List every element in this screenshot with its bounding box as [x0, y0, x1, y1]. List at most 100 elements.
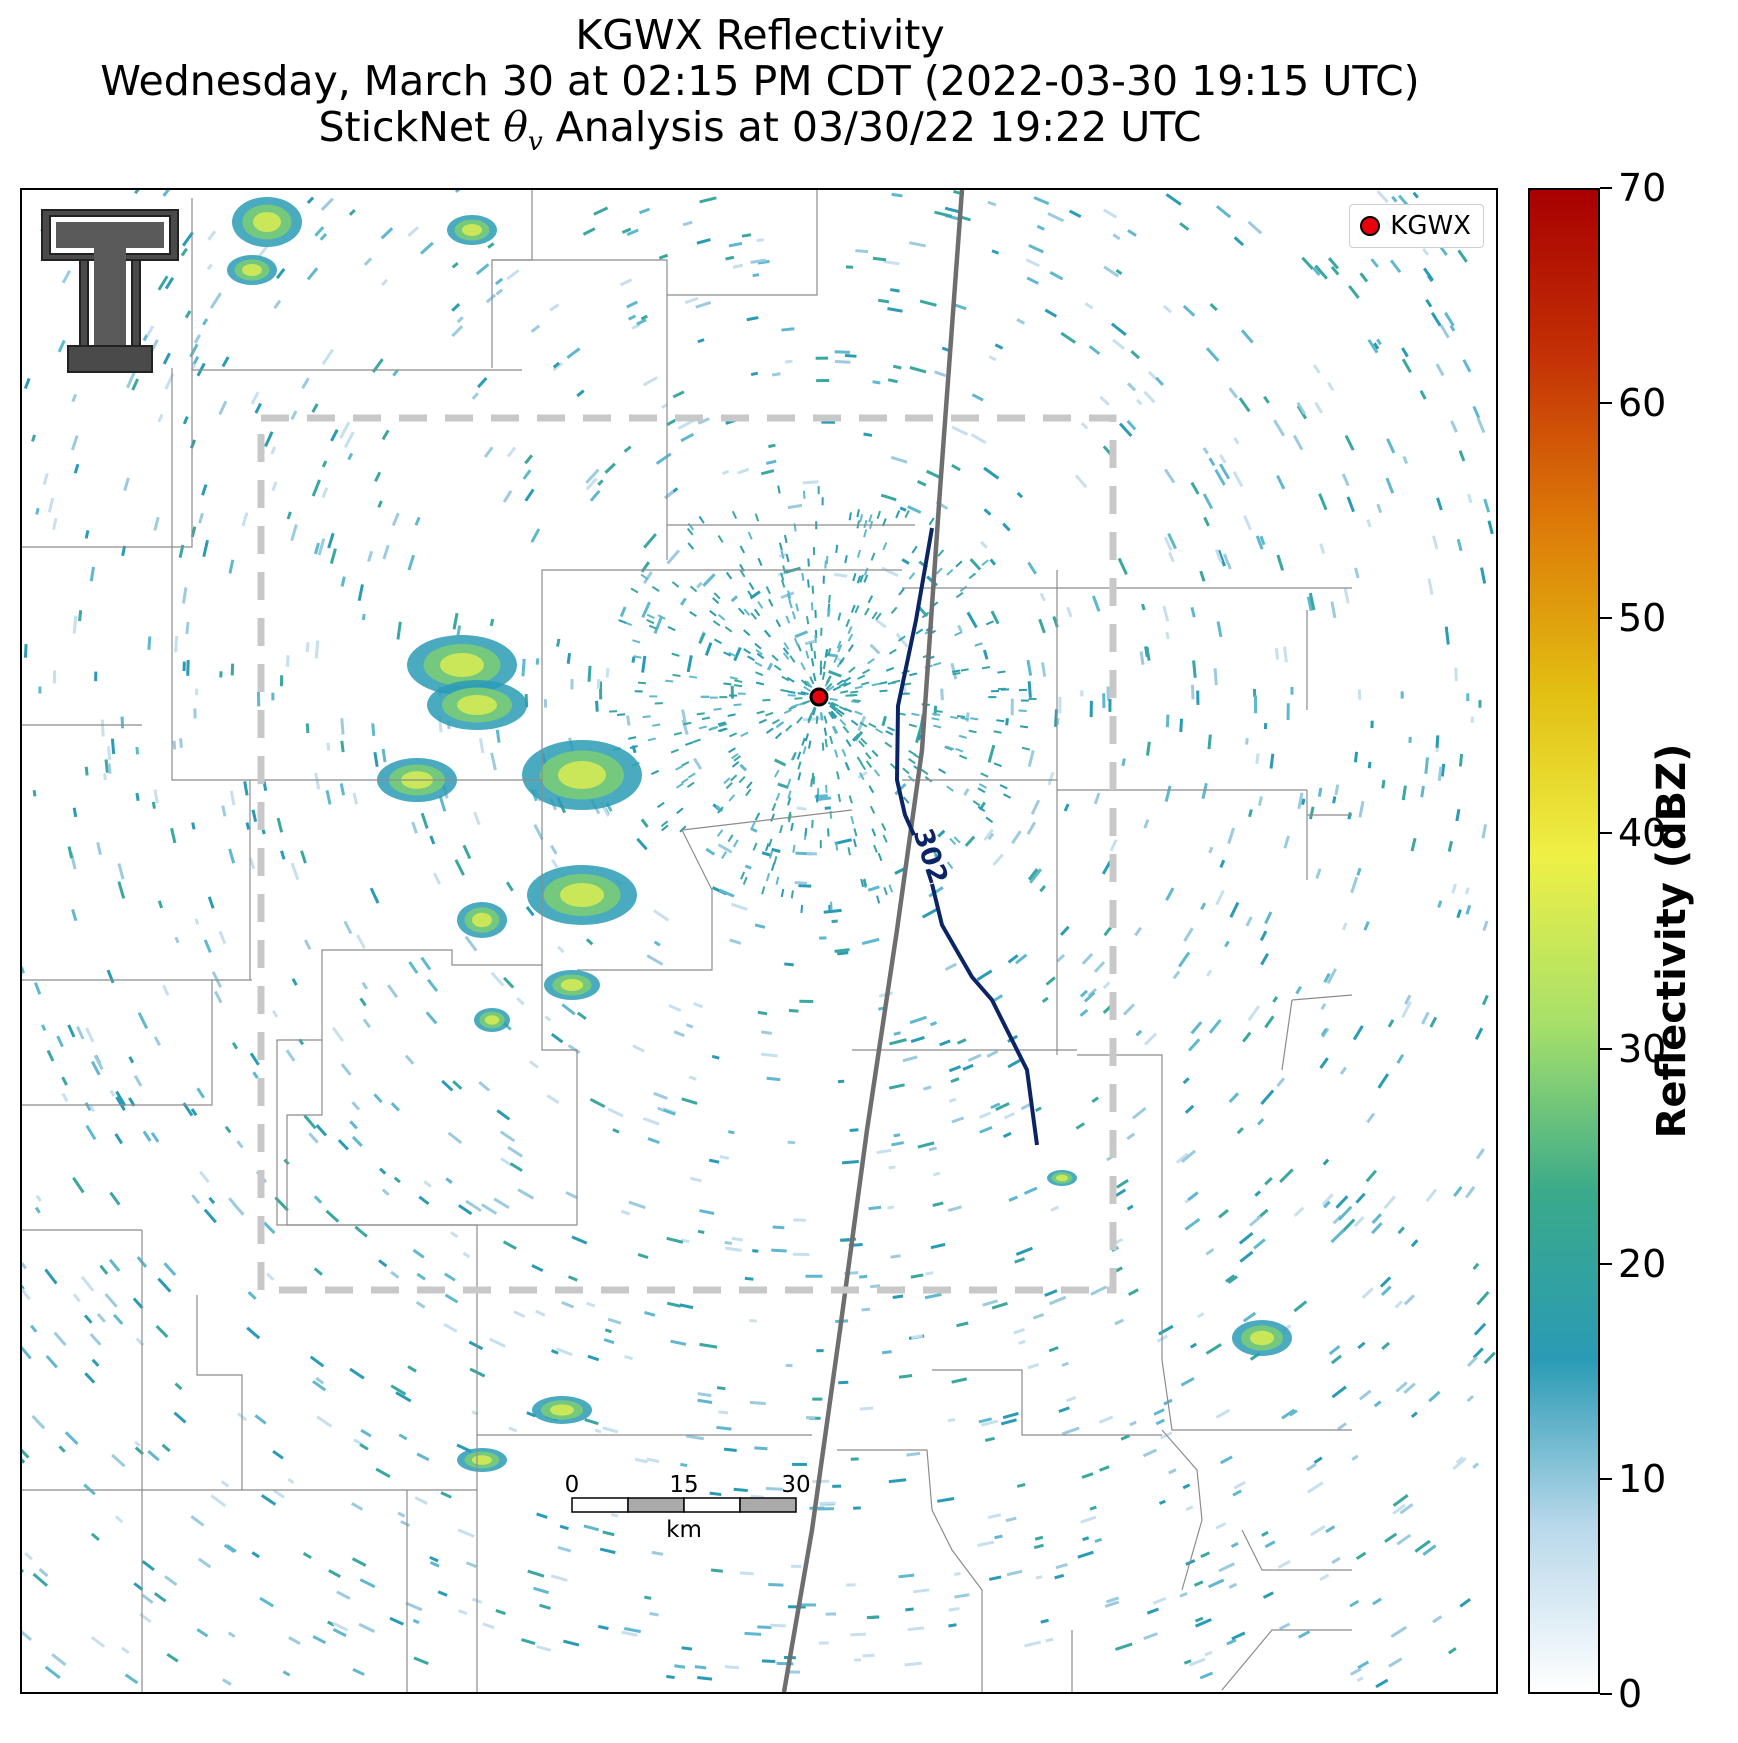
echo-speckle — [1236, 1127, 1244, 1135]
radar-map[interactable]: 302 0 15 30 km KGWX — [20, 188, 1498, 1694]
ground-clutter — [740, 871, 746, 880]
echo-speckle — [52, 670, 57, 684]
ground-clutter — [838, 681, 847, 688]
echo-speckle — [750, 258, 767, 264]
echo-speckle — [1224, 940, 1230, 948]
scale-tick-15: 15 — [669, 1472, 698, 1498]
echo-speckle — [1432, 1615, 1443, 1624]
echo-speckle — [1260, 952, 1270, 966]
echo-speckle — [1330, 1228, 1346, 1244]
ground-clutter — [727, 834, 734, 843]
echo-speckle — [1392, 1503, 1406, 1515]
echo-speckle — [1218, 1562, 1235, 1573]
echo-speckle — [374, 471, 382, 482]
echo-speckle — [1117, 557, 1128, 575]
ground-clutter — [871, 682, 880, 687]
echo-speckle — [1482, 920, 1489, 932]
ground-clutter — [689, 585, 698, 593]
echo-speckle — [559, 1524, 569, 1531]
echo-speckle — [1094, 1537, 1103, 1543]
echo-speckle — [524, 454, 534, 465]
echo-speckle — [1257, 796, 1263, 807]
echo-speckle — [1168, 551, 1175, 563]
echo-speckle — [536, 1644, 552, 1652]
echo-speckle — [1112, 338, 1125, 350]
ground-clutter — [609, 710, 618, 713]
echo-speckle — [1475, 1148, 1485, 1160]
echo-speckle — [88, 1104, 96, 1113]
storm-cell — [484, 1015, 500, 1025]
echo-speckle — [1105, 1596, 1120, 1604]
echo-speckle — [1427, 578, 1434, 595]
echo-speckle — [1182, 1077, 1190, 1085]
ground-clutter — [937, 549, 945, 557]
echo-speckle — [38, 1568, 49, 1578]
echo-speckle — [1205, 1343, 1222, 1355]
echo-speckle — [688, 1075, 697, 1081]
echo-speckle — [1179, 222, 1190, 231]
echo-speckle — [752, 1249, 759, 1253]
echo-speckle — [561, 1003, 576, 1016]
echo-speckle — [666, 1236, 684, 1244]
ground-clutter — [765, 586, 771, 595]
echo-speckle — [1269, 753, 1275, 769]
echo-speckle — [223, 1543, 236, 1554]
title-line-2: Wednesday, March 30 at 02:15 PM CDT (202… — [100, 57, 1420, 105]
echo-speckle — [441, 1079, 454, 1092]
echo-speckle — [51, 1653, 67, 1666]
echo-speckle — [1202, 493, 1214, 510]
echo-speckle — [1395, 1381, 1408, 1393]
echo-speckle — [1143, 390, 1156, 404]
ground-clutter — [723, 651, 732, 657]
echo-speckle — [556, 1347, 573, 1357]
echo-speckle — [1226, 1638, 1237, 1646]
echo-speckle — [1456, 909, 1462, 919]
ground-clutter — [794, 697, 803, 700]
echo-speckle — [681, 719, 689, 735]
ground-clutter — [879, 689, 888, 693]
echo-speckle — [44, 1268, 58, 1285]
ground-clutter — [985, 620, 994, 626]
echo-speckle — [1454, 667, 1458, 682]
echo-speckle — [787, 1670, 801, 1674]
echo-speckle — [178, 544, 185, 558]
echo-speckle — [868, 1205, 882, 1211]
echo-speckle — [934, 370, 947, 378]
ground-clutter — [802, 700, 811, 706]
echo-speckle — [987, 200, 997, 207]
echo-speckle — [904, 1661, 922, 1667]
ground-clutter — [810, 658, 815, 667]
ground-clutter — [863, 529, 868, 538]
echo-speckle — [1081, 952, 1094, 965]
ground-clutter — [873, 769, 881, 777]
echo-speckle — [429, 1555, 439, 1563]
ground-clutter — [879, 681, 888, 685]
echo-speckle — [925, 1271, 934, 1276]
echo-speckle — [358, 1622, 376, 1633]
echo-speckle — [718, 888, 735, 898]
echo-speckle — [1375, 1678, 1389, 1689]
ground-clutter — [785, 615, 791, 624]
echo-speckle — [550, 1032, 564, 1044]
echo-speckle — [653, 1091, 668, 1100]
ground-clutter — [867, 595, 874, 604]
echo-speckle — [42, 472, 49, 485]
echo-speckle — [1481, 994, 1489, 1006]
echo-speckle — [696, 238, 711, 245]
echo-speckle — [1306, 596, 1313, 611]
echo-speckle — [1261, 1530, 1269, 1537]
echo-speckle — [184, 310, 192, 319]
echo-speckle — [1109, 839, 1118, 852]
echo-speckle — [589, 1097, 606, 1109]
echo-speckle — [351, 1557, 367, 1567]
echo-speckle — [1276, 1077, 1286, 1088]
echo-speckle — [153, 789, 159, 804]
echo-speckle — [653, 909, 670, 922]
echo-speckle — [290, 410, 298, 421]
echo-speckle — [1163, 536, 1173, 551]
echo-speckle — [405, 1601, 423, 1612]
echo-speckle — [1403, 1382, 1416, 1394]
ground-clutter — [868, 722, 877, 729]
ground-clutter — [863, 519, 868, 529]
ground-clutter — [949, 837, 957, 846]
